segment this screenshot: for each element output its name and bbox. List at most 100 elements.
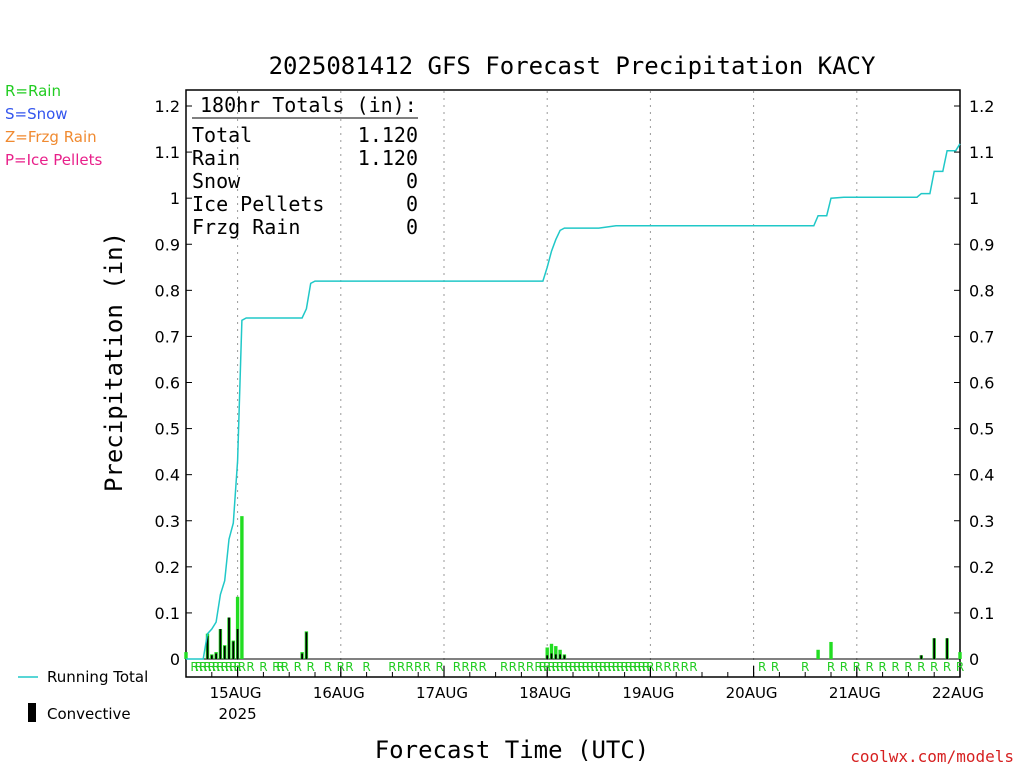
rain-marker-1: R bbox=[195, 660, 203, 674]
y-tick-label-right-8: 0.8 bbox=[969, 281, 994, 300]
rain-marker-8: R bbox=[225, 660, 233, 674]
x-tick-label-4: 19AUG bbox=[622, 684, 674, 702]
totals-header: 180hr Totals (in): bbox=[200, 93, 417, 117]
y-axis-right: 0 0.1 0.2 0.3 0.4 0.5 0.6 0.7 0.8 0.9 1 1.1 1.2 bbox=[954, 97, 994, 669]
credit-text: coolwx.com/models bbox=[850, 747, 1014, 766]
precip-bar-17 bbox=[816, 649, 820, 659]
rain-marker-53: R bbox=[603, 660, 611, 674]
rain-marker-15: R bbox=[276, 660, 284, 674]
rain-marker-39: R bbox=[543, 660, 551, 674]
plot-frame bbox=[185, 89, 961, 678]
convective-bars bbox=[206, 617, 948, 659]
totals-value-4: 0 bbox=[406, 215, 418, 239]
totals-value-0: 1.120 bbox=[358, 123, 418, 147]
totals-label-4: Frzg Rain bbox=[192, 215, 300, 239]
totals-label-0: Total bbox=[192, 123, 252, 147]
rain-marker-72: R bbox=[827, 660, 835, 674]
y-tick-label-right-9: 0.9 bbox=[969, 235, 994, 254]
y-tick-label-left-3: 0.3 bbox=[155, 512, 180, 531]
totals-label-2: Snow bbox=[192, 169, 241, 193]
rain-marker-62: R bbox=[642, 660, 650, 674]
precip-bar-13 bbox=[549, 643, 554, 659]
y-tick-label-left-9: 0.9 bbox=[155, 235, 180, 254]
rain-marker-69: R bbox=[758, 660, 766, 674]
precip-type-legend: R=Rain S=Snow Z=Frzg Rain P=Ice Pellets bbox=[5, 82, 102, 169]
rain-marker-30: R bbox=[461, 660, 469, 674]
y-tick-label-left-2: 0.2 bbox=[155, 558, 180, 577]
precip-bar-12 bbox=[545, 647, 549, 659]
rain-marker-19: R bbox=[324, 660, 332, 674]
rain-marker-61: R bbox=[638, 660, 646, 674]
rain-marker-16: R bbox=[281, 660, 289, 674]
y-axis-left: 0 0.1 0.2 0.3 0.4 0.5 0.6 0.7 0.8 0.9 1 1.1 1.2 bbox=[155, 97, 192, 669]
y-tick-label-right-1: 0.1 bbox=[969, 604, 994, 623]
precip-bar-18 bbox=[829, 641, 833, 659]
convective-bar-15 bbox=[920, 655, 923, 659]
rain-marker-55: R bbox=[612, 660, 620, 674]
convective-bar-5 bbox=[228, 617, 230, 659]
rain-marker-38: R bbox=[539, 660, 547, 674]
rain-marker-33: R bbox=[500, 660, 508, 674]
precip-bar-9 bbox=[240, 516, 244, 659]
rain-marker-7: R bbox=[221, 660, 229, 674]
x-tick-sublabel-0: 2025 bbox=[219, 705, 257, 723]
rain-marker-70: R bbox=[771, 660, 779, 674]
rain-marker-31: R bbox=[470, 660, 478, 674]
rain-marker-35: R bbox=[517, 660, 525, 674]
rain-marker-57: R bbox=[620, 660, 628, 674]
rain-marker-82: R bbox=[956, 660, 964, 674]
rain-marker-40: R bbox=[547, 660, 555, 674]
y-tick-label-left-5: 0.5 bbox=[155, 420, 180, 439]
rain-marker-78: R bbox=[904, 660, 912, 674]
rain-marker-11: R bbox=[238, 660, 246, 674]
convective-bar-10 bbox=[546, 655, 549, 659]
convective-bar-8 bbox=[301, 653, 303, 659]
grid-lines bbox=[237, 91, 858, 676]
rain-marker-42: R bbox=[556, 660, 564, 674]
convective-bar-4 bbox=[223, 646, 226, 659]
y-tick-label-left-7: 0.7 bbox=[155, 327, 180, 346]
rain-marker-51: R bbox=[595, 660, 603, 674]
rain-marker-80: R bbox=[930, 660, 938, 674]
y-tick-label-left-11: 1.1 bbox=[155, 143, 180, 162]
legend-convective-swatch bbox=[28, 703, 36, 722]
rain-marker-79: R bbox=[917, 660, 925, 674]
type-legend-3: P=Ice Pellets bbox=[5, 151, 102, 169]
series-legend: Running Total Convective bbox=[18, 668, 148, 723]
rain-marker-20: R bbox=[337, 660, 345, 674]
chart-title: 2025081412 GFS Forecast Precipitation KA… bbox=[269, 52, 876, 80]
y-tick-label-right-0: 0 bbox=[969, 650, 979, 669]
convective-bar-12 bbox=[554, 654, 557, 659]
rain-marker-24: R bbox=[397, 660, 405, 674]
rain-marker-32: R bbox=[479, 660, 487, 674]
convective-bar-3 bbox=[219, 629, 222, 659]
rain-marker-67: R bbox=[681, 660, 689, 674]
convective-bar-14 bbox=[563, 655, 566, 659]
type-legend-2: Z=Frzg Rain bbox=[5, 128, 97, 146]
rain-marker-6: R bbox=[216, 660, 224, 674]
rain-marker-48: R bbox=[582, 660, 590, 674]
y-tick-label-right-5: 0.5 bbox=[969, 420, 994, 439]
totals-value-1: 1.120 bbox=[358, 146, 418, 170]
precip-bar-0 bbox=[184, 652, 188, 659]
y-tick-label-right-10: 1 bbox=[969, 189, 979, 208]
rain-marker-77: R bbox=[891, 660, 899, 674]
convective-bar-1 bbox=[210, 655, 213, 659]
y-tick-label-left-4: 0.4 bbox=[155, 466, 180, 485]
rain-marker-9: R bbox=[229, 660, 237, 674]
convective-bar-2 bbox=[215, 653, 217, 659]
x-tick-label-6: 21AUG bbox=[829, 684, 881, 702]
x-tick-label-3: 18AUG bbox=[519, 684, 571, 702]
convective-bar-7 bbox=[236, 629, 239, 659]
rain-marker-47: R bbox=[577, 660, 585, 674]
x-tick-label-2: 17AUG bbox=[416, 684, 468, 702]
rain-marker-3: R bbox=[203, 660, 211, 674]
rain-marker-29: R bbox=[453, 660, 461, 674]
y-tick-label-right-2: 0.2 bbox=[969, 558, 994, 577]
rain-marker-66: R bbox=[672, 660, 680, 674]
rain-marker-81: R bbox=[943, 660, 951, 674]
y-tick-label-left-8: 0.8 bbox=[155, 281, 180, 300]
totals-label-3: Ice Pellets bbox=[192, 192, 324, 216]
